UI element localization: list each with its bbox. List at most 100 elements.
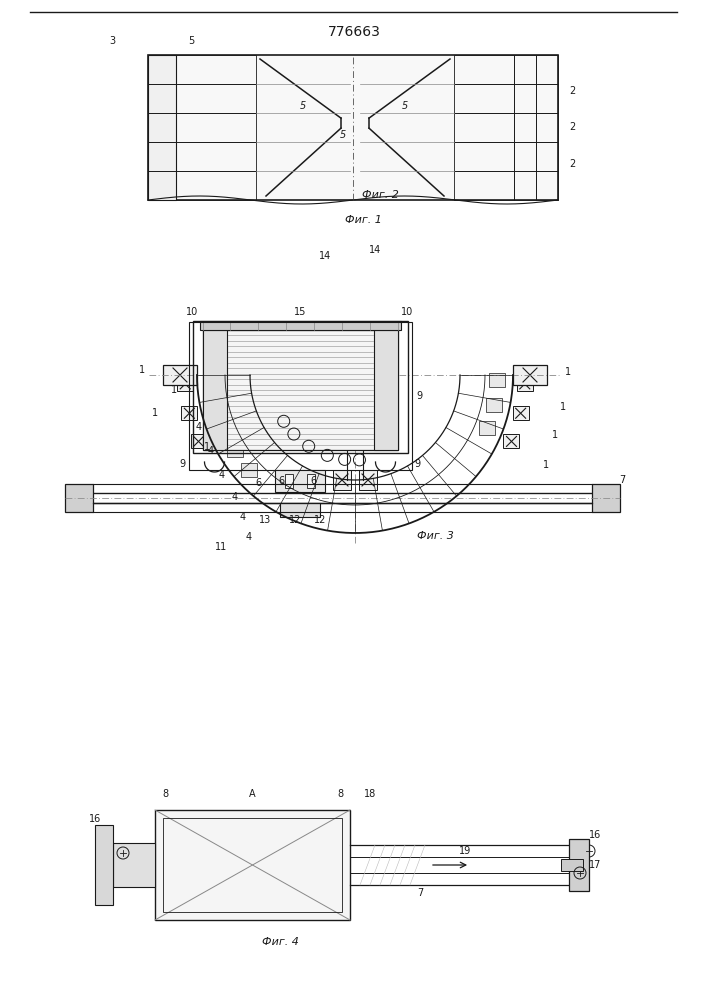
- Bar: [592, 484, 620, 512]
- Text: 18: 18: [364, 789, 376, 799]
- Text: 12: 12: [289, 515, 301, 525]
- Text: 2: 2: [569, 86, 575, 96]
- Bar: [536, 142, 558, 171]
- Text: 4: 4: [208, 446, 214, 456]
- Text: 7: 7: [619, 475, 625, 485]
- Bar: [182, 406, 197, 420]
- Bar: [454, 171, 514, 200]
- Bar: [148, 55, 176, 200]
- Text: 13: 13: [259, 515, 271, 525]
- Text: 1: 1: [543, 460, 549, 470]
- Text: 8: 8: [162, 789, 168, 799]
- Bar: [285, 474, 293, 488]
- Bar: [514, 84, 536, 113]
- Text: 6: 6: [278, 476, 284, 486]
- Bar: [155, 810, 350, 920]
- Bar: [280, 503, 320, 517]
- Bar: [113, 843, 155, 887]
- Bar: [513, 365, 547, 385]
- Text: 1: 1: [171, 385, 177, 395]
- Text: 5: 5: [188, 36, 194, 46]
- Text: 9: 9: [414, 459, 421, 469]
- Bar: [176, 84, 256, 113]
- Bar: [514, 142, 536, 171]
- Bar: [503, 434, 520, 448]
- Text: 4: 4: [240, 512, 246, 522]
- Bar: [163, 365, 197, 385]
- Bar: [189, 322, 411, 470]
- Bar: [176, 113, 256, 142]
- Text: 1: 1: [560, 402, 566, 412]
- Bar: [176, 171, 256, 200]
- Bar: [199, 321, 400, 330]
- Text: 15: 15: [294, 307, 306, 317]
- Text: 1: 1: [152, 408, 158, 418]
- Text: Фиг. 1: Фиг. 1: [344, 215, 382, 225]
- Text: 19: 19: [459, 846, 471, 856]
- Text: 4: 4: [196, 422, 202, 432]
- Bar: [242, 463, 257, 477]
- Bar: [176, 142, 256, 171]
- Bar: [536, 84, 558, 113]
- Text: 6: 6: [310, 476, 316, 486]
- Bar: [536, 113, 558, 142]
- Bar: [176, 55, 256, 84]
- Bar: [561, 859, 583, 871]
- Text: 1: 1: [552, 430, 558, 440]
- Text: Фиг. 2: Фиг. 2: [361, 190, 399, 200]
- Text: Фиг. 3: Фиг. 3: [416, 531, 453, 541]
- Bar: [190, 434, 206, 448]
- Text: 7: 7: [417, 888, 423, 898]
- Bar: [148, 171, 176, 200]
- Bar: [202, 330, 397, 450]
- Text: 4: 4: [246, 532, 252, 542]
- Text: 5: 5: [300, 101, 306, 111]
- Bar: [95, 825, 113, 905]
- Bar: [536, 55, 558, 84]
- Bar: [202, 330, 226, 450]
- Text: 16: 16: [89, 814, 101, 824]
- Bar: [454, 113, 514, 142]
- Text: 4: 4: [232, 492, 238, 502]
- Bar: [148, 84, 176, 113]
- Text: 1: 1: [204, 442, 210, 452]
- Text: 2: 2: [569, 159, 575, 169]
- Bar: [359, 470, 377, 490]
- Text: Фиг. 4: Фиг. 4: [262, 937, 298, 947]
- Text: 5: 5: [340, 130, 346, 140]
- Bar: [192, 321, 407, 453]
- Text: 17: 17: [589, 860, 601, 870]
- Text: 9: 9: [180, 459, 185, 469]
- Text: 2: 2: [569, 122, 575, 132]
- Text: 776663: 776663: [327, 25, 380, 39]
- Text: 9: 9: [416, 391, 423, 401]
- Text: 6: 6: [255, 478, 261, 488]
- Text: 4: 4: [219, 470, 225, 480]
- Bar: [275, 470, 325, 492]
- Bar: [517, 377, 533, 391]
- Bar: [489, 373, 505, 387]
- Bar: [514, 113, 536, 142]
- Text: 3: 3: [109, 36, 115, 46]
- Text: A: A: [249, 789, 256, 799]
- Text: 10: 10: [187, 307, 199, 317]
- Bar: [569, 839, 589, 891]
- Bar: [454, 84, 514, 113]
- Bar: [513, 406, 529, 420]
- Bar: [148, 142, 176, 171]
- Bar: [373, 330, 397, 450]
- Bar: [514, 171, 536, 200]
- Bar: [163, 818, 342, 912]
- Text: 10: 10: [402, 307, 414, 317]
- Bar: [479, 421, 495, 435]
- Text: 5: 5: [402, 101, 408, 111]
- Text: 1: 1: [565, 367, 571, 377]
- Bar: [514, 55, 536, 84]
- Bar: [148, 113, 176, 142]
- Bar: [333, 470, 351, 490]
- Bar: [486, 398, 502, 412]
- Bar: [226, 443, 243, 457]
- Text: 1: 1: [139, 365, 145, 375]
- Bar: [536, 171, 558, 200]
- Bar: [148, 55, 176, 84]
